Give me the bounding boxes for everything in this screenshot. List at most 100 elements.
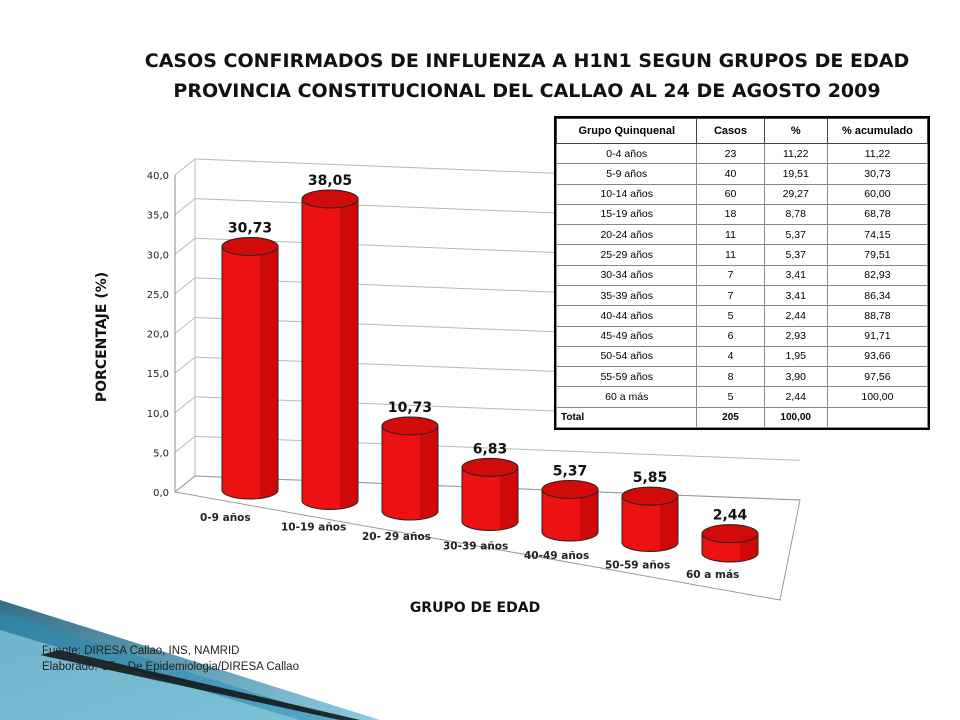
table-cell-percent: 5,37 bbox=[763, 244, 828, 266]
bar-shade bbox=[659, 496, 678, 551]
table-cell-grupo: 60 a más bbox=[555, 386, 698, 408]
bar-top bbox=[221, 236, 279, 256]
bar-top bbox=[381, 416, 439, 436]
bar-shade bbox=[339, 198, 358, 509]
x-tick-label: 0-9 años bbox=[200, 512, 251, 524]
bar bbox=[461, 457, 519, 531]
table-cell-percent: 2,44 bbox=[763, 305, 828, 327]
bar-shade bbox=[499, 467, 518, 530]
author-note: Elaborado: Ofic. De Epidemiologia/DIRESA… bbox=[42, 661, 299, 673]
table-cell-casos: 4 bbox=[696, 345, 765, 368]
bar bbox=[301, 189, 359, 510]
table-cell-percent: 19,51 bbox=[763, 163, 828, 185]
table-cell-cumulative: 91,71 bbox=[826, 325, 929, 347]
table-cell-cumulative: 30,73 bbox=[826, 163, 929, 185]
bar-top bbox=[541, 479, 599, 499]
table-cell-grupo: 55-59 años bbox=[555, 366, 698, 388]
table-cell-casos: 5 bbox=[696, 386, 765, 408]
y-tick-label: 30,0 bbox=[147, 250, 169, 261]
table-row: 60 a más 5 2,44 100,00 bbox=[555, 386, 929, 408]
gridline-depth bbox=[174, 277, 196, 295]
table-row: 20-24 años 11 5,37 74,15 bbox=[555, 224, 929, 246]
table-total-empty bbox=[826, 406, 929, 429]
table-row: 5-9 años 40 19,51 30,73 bbox=[555, 163, 929, 185]
table-cell-grupo: 10-14 años bbox=[555, 183, 698, 205]
data-label: 6,83 bbox=[473, 441, 508, 457]
table-cell-percent: 3,90 bbox=[763, 366, 828, 388]
table-total-casos: 205 bbox=[696, 406, 765, 429]
table-cell-casos: 5 bbox=[696, 305, 765, 327]
table-cell-cumulative: 74,15 bbox=[826, 224, 929, 246]
table-cell-casos: 8 bbox=[696, 366, 765, 388]
table-cell-grupo: 25-29 años bbox=[555, 244, 698, 266]
y-tick-label: 20,0 bbox=[147, 330, 169, 341]
table-header-casos: Casos bbox=[696, 118, 765, 144]
bar-body bbox=[461, 466, 519, 531]
gridline-depth bbox=[174, 198, 196, 216]
table-row: 45-49 años 6 2,93 91,71 bbox=[555, 325, 929, 347]
table-cell-casos: 11 bbox=[696, 224, 765, 246]
table-cell-cumulative: 68,78 bbox=[826, 203, 929, 226]
table-cell-grupo: 45-49 años bbox=[555, 325, 698, 347]
bar-top bbox=[621, 486, 679, 506]
gridline-depth bbox=[174, 356, 196, 374]
data-label: 38,05 bbox=[308, 173, 352, 189]
table-cell-casos: 7 bbox=[696, 264, 765, 286]
chart-title-line2: PROVINCIA CONSTITUCIONAL DEL CALLAO AL 2… bbox=[173, 80, 881, 102]
x-tick-label: 20- 29 años bbox=[362, 531, 431, 543]
table-cell-cumulative: 79,51 bbox=[826, 244, 929, 266]
table-cell-percent: 8,78 bbox=[763, 203, 828, 226]
data-label: 5,37 bbox=[553, 463, 588, 479]
gridline-depth bbox=[174, 237, 196, 255]
table-cell-casos: 23 bbox=[696, 142, 765, 165]
table-cell-cumulative: 100,00 bbox=[826, 386, 929, 408]
table-total-percent: 100,00 bbox=[763, 406, 828, 429]
table-cell-casos: 60 bbox=[696, 183, 765, 205]
table-cell-casos: 18 bbox=[696, 203, 765, 226]
table-cell-cumulative: 93,66 bbox=[826, 345, 929, 368]
x-tick-label: 40-49 años bbox=[524, 550, 589, 562]
table-cell-casos: 11 bbox=[696, 244, 765, 266]
table-row: 55-59 años 8 3,90 97,56 bbox=[555, 366, 929, 388]
y-tick-label: 5,0 bbox=[153, 448, 169, 459]
bar bbox=[541, 479, 599, 542]
y-tick-label: 25,0 bbox=[147, 290, 169, 301]
table-header-cumulative: % acumulado bbox=[826, 118, 929, 144]
table-cell-grupo: 30-34 años bbox=[555, 264, 698, 286]
gridline bbox=[194, 435, 801, 461]
table-cell-cumulative: 11,22 bbox=[826, 142, 929, 165]
x-tick-label: 50-59 años bbox=[605, 560, 670, 572]
bar bbox=[621, 486, 679, 552]
floor-outline bbox=[173, 475, 801, 601]
table-cell-cumulative: 86,34 bbox=[826, 284, 929, 307]
table-row: 35-39 años 7 3,41 86,34 bbox=[555, 284, 929, 307]
gridline-depth bbox=[174, 158, 196, 176]
table-cell-cumulative: 60,00 bbox=[826, 183, 929, 205]
data-label: 10,73 bbox=[388, 400, 432, 416]
table-total-row: Total 205 100,00 bbox=[555, 406, 929, 429]
table-row: 15-19 años 18 8,78 68,78 bbox=[555, 203, 929, 226]
y-tick-label: 15,0 bbox=[147, 369, 169, 380]
table-cell-cumulative: 97,56 bbox=[826, 366, 929, 388]
y-tick-label: 40,0 bbox=[147, 171, 169, 182]
x-tick-label: 60 a más bbox=[686, 569, 739, 581]
y-tick-label: 35,0 bbox=[147, 211, 169, 222]
y-axis-title: PORCENTAJE (%) bbox=[94, 272, 110, 402]
source-note: Fuente: DIRESA Callao, INS, NAMRID bbox=[42, 645, 240, 657]
gridline-depth bbox=[174, 317, 196, 334]
table-cell-grupo: 15-19 años bbox=[555, 203, 698, 226]
bar-shade bbox=[579, 489, 598, 541]
bar bbox=[221, 236, 279, 500]
table-row: 30-34 años 7 3,41 82,93 bbox=[555, 264, 929, 286]
table-cell-percent: 5,37 bbox=[763, 224, 828, 246]
table-row: 25-29 años 11 5,37 79,51 bbox=[555, 244, 929, 266]
table-header-percent: % bbox=[763, 118, 828, 144]
table-cell-grupo: 40-44 años bbox=[555, 305, 698, 327]
data-label: 30,73 bbox=[228, 220, 272, 236]
x-tick-label: 10-19 años bbox=[281, 522, 346, 534]
gridline-depth bbox=[174, 396, 196, 414]
table-cell-casos: 6 bbox=[696, 325, 765, 347]
bar-shade bbox=[419, 425, 438, 520]
table-cell-grupo: 0-4 años bbox=[555, 142, 698, 165]
